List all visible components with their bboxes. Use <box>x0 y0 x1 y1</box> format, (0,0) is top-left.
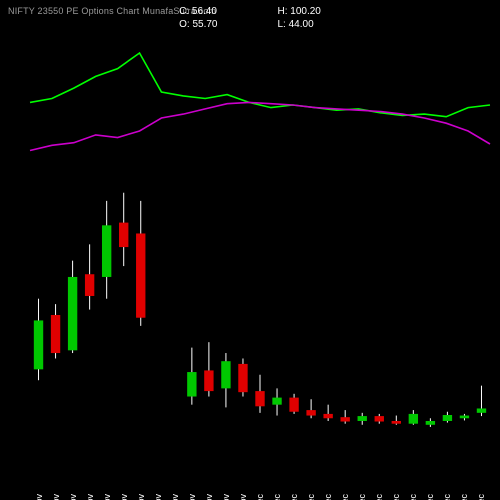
x-axis-tick-label: 03 Dec <box>272 494 282 500</box>
chart-canvas <box>0 0 500 500</box>
candle-body <box>323 414 332 418</box>
x-axis-tick-label: 19 Dec <box>476 494 486 500</box>
x-axis-tick-label: 25 Nov <box>170 494 180 500</box>
candle-body <box>85 274 94 296</box>
candle-body <box>443 415 452 421</box>
x-axis-tick-label: 12 Dec <box>391 494 401 500</box>
indicator-line-2 <box>30 102 490 150</box>
candle-body <box>460 416 469 419</box>
x-axis-tick-label: 05 Dec <box>306 494 316 500</box>
candle-body <box>409 414 418 424</box>
candle-body <box>426 421 435 425</box>
indicator-line-1 <box>30 53 490 117</box>
x-axis-tick-label: 22 Nov <box>153 494 163 500</box>
candle-body <box>136 233 145 317</box>
x-axis-tick-label: 02 Dec <box>255 494 265 500</box>
candle-body <box>306 410 315 415</box>
x-axis-tick-label: 10 Dec <box>357 494 367 500</box>
x-axis-tick-label: 18 Nov <box>102 494 112 500</box>
x-axis-tick-label: 21 Nov <box>136 494 146 500</box>
candle-body <box>68 277 77 350</box>
candle-body <box>119 223 128 247</box>
x-axis-tick-label: 27 Nov <box>204 494 214 500</box>
candle-body <box>358 416 367 421</box>
x-axis-tick-label: 09 Dec <box>340 494 350 500</box>
x-axis-tick-label: 26 Nov <box>187 494 197 500</box>
candle-body <box>289 398 298 412</box>
candle-body <box>255 391 264 406</box>
candle-body <box>221 361 230 388</box>
x-axis-tick-label: 29 Nov <box>238 494 248 500</box>
candle-body <box>392 421 401 424</box>
candle-body <box>51 315 60 353</box>
x-axis-tick-label: 28 Nov <box>221 494 231 500</box>
candle-body <box>34 320 43 369</box>
x-axis-tick-label: 14 Nov <box>85 494 95 500</box>
x-axis-tick-label: 17 Dec <box>442 494 452 500</box>
candle-body <box>238 364 247 392</box>
candle-body <box>375 416 384 421</box>
x-axis-tick-label: 11 Dec <box>374 494 384 500</box>
x-axis-tick-label: 18 Dec <box>459 494 469 500</box>
candle-body <box>272 398 281 405</box>
x-axis-tick-label: 11 Nov <box>34 494 44 500</box>
x-axis-tick-label: 12 Nov <box>51 494 61 500</box>
candle-body <box>102 225 111 277</box>
x-axis-tick-label: 04 Dec <box>289 494 299 500</box>
candle-body <box>477 408 486 412</box>
candle-body <box>204 370 213 391</box>
x-axis-tick-label: 13 Nov <box>68 494 78 500</box>
x-axis-tick-label: 16 Dec <box>425 494 435 500</box>
candle-body <box>187 372 196 396</box>
candle-body <box>341 417 350 421</box>
x-axis-tick-label: 19 Nov <box>119 494 129 500</box>
x-axis-tick-label: 06 Dec <box>323 494 333 500</box>
x-axis-tick-label: 13 Dec <box>408 494 418 500</box>
